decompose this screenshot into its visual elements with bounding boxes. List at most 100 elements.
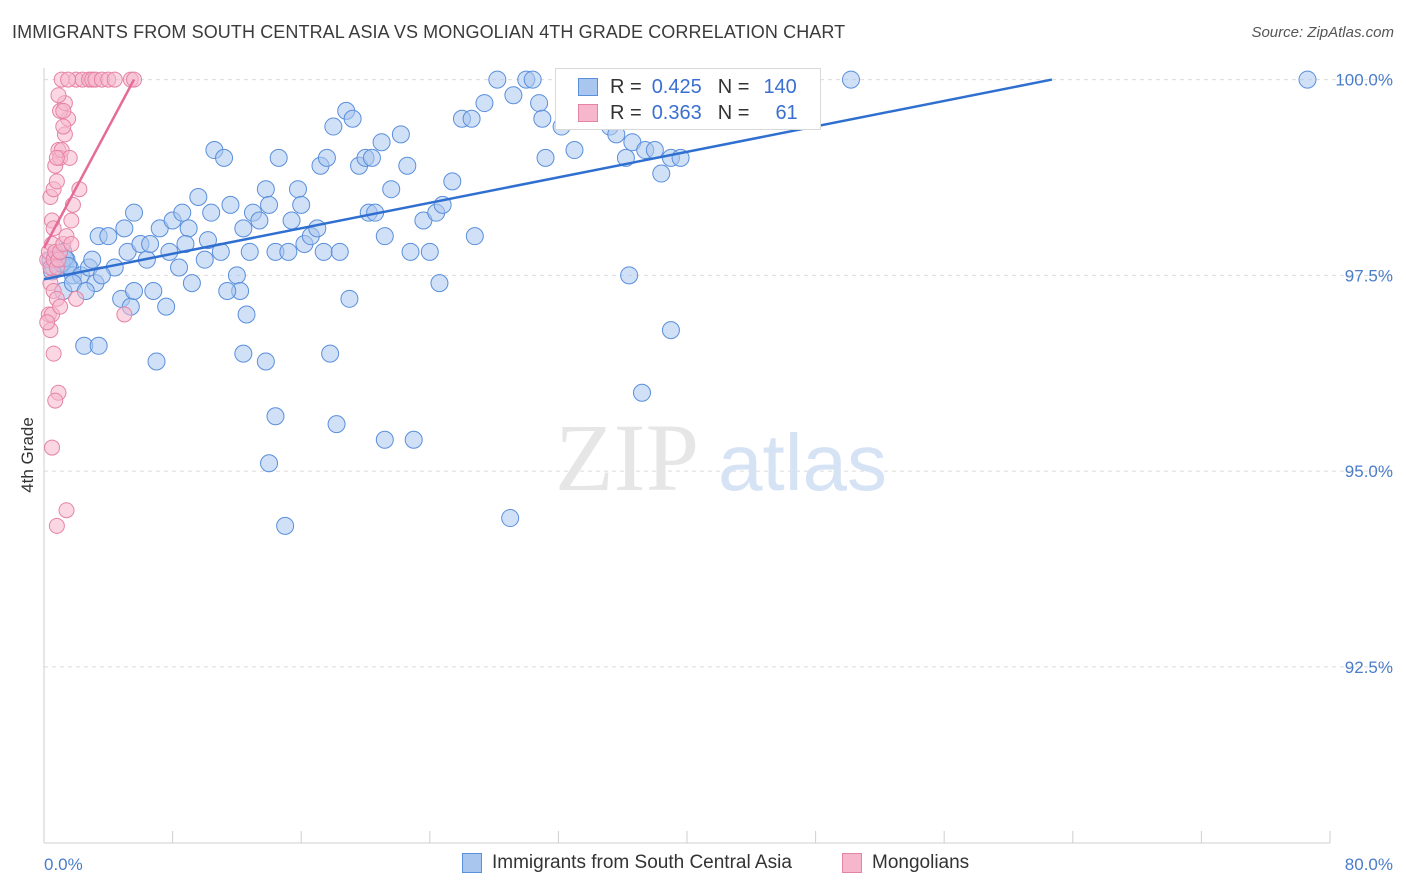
- data-point-blue: [279, 242, 298, 261]
- data-point-pink: [55, 102, 72, 119]
- watermark-zip: ZIP: [555, 404, 699, 511]
- data-point-blue: [215, 148, 234, 167]
- data-point-blue: [234, 219, 253, 238]
- source-credit: Source: ZipAtlas.com: [1251, 24, 1394, 41]
- y-tick-labels: 92.5% 95.0% 97.5% 100.0%: [1335, 71, 1393, 677]
- data-point-blue: [1298, 70, 1317, 89]
- data-point-blue: [256, 180, 275, 199]
- data-point-blue: [269, 148, 288, 167]
- data-point-blue: [324, 117, 343, 136]
- data-point-pink: [50, 87, 67, 104]
- data-point-blue: [465, 227, 484, 246]
- data-point-pink: [47, 392, 64, 409]
- stats-legend: R = 0.425 N = 140 R = 0.363 N = 61: [555, 68, 821, 130]
- data-point-blue: [841, 70, 860, 89]
- data-point-blue: [661, 321, 680, 340]
- data-point-pink: [68, 290, 85, 307]
- legend-n-value: 61: [775, 101, 798, 124]
- data-point-blue: [179, 219, 198, 238]
- legend-swatch-blue: [578, 78, 598, 96]
- series-mongolians-points: [39, 71, 143, 534]
- data-point-pink: [58, 502, 75, 519]
- data-point-blue: [89, 336, 108, 355]
- data-point-blue: [147, 352, 166, 371]
- bottom-legend-swatch-pink: [842, 853, 862, 873]
- trend-line-blue: [43, 78, 1053, 281]
- data-point-blue: [404, 430, 423, 449]
- data-point-blue: [372, 133, 391, 152]
- legend-swatch-pink: [578, 104, 598, 122]
- y-tick-label: 100.0%: [1335, 71, 1393, 90]
- data-point-blue: [327, 415, 346, 434]
- data-point-pink: [116, 306, 133, 323]
- data-point-blue: [462, 109, 481, 128]
- data-point-blue: [227, 266, 246, 285]
- data-point-blue: [198, 231, 217, 250]
- data-point-blue: [240, 242, 259, 261]
- data-point-blue: [276, 516, 295, 535]
- data-point-blue: [195, 250, 214, 269]
- data-point-blue: [202, 203, 221, 222]
- data-point-blue: [176, 235, 195, 254]
- data-point-blue: [292, 195, 311, 214]
- data-point-pink: [45, 345, 62, 362]
- data-point-blue: [321, 344, 340, 363]
- data-point-blue: [375, 227, 394, 246]
- data-point-blue: [250, 211, 269, 230]
- bottom-legend-swatch-blue: [462, 853, 482, 873]
- legend-row-mongolians: R = 0.363 N = 61: [578, 100, 798, 126]
- x-tick-label: 80.0%: [1345, 855, 1393, 874]
- data-point-blue: [157, 297, 176, 316]
- watermark-atlas: atlas: [718, 418, 887, 507]
- data-point-blue: [234, 344, 253, 363]
- data-point-blue: [83, 250, 102, 269]
- zipatlas-watermark: ZIP atlas: [555, 404, 887, 511]
- data-point-blue: [530, 94, 549, 113]
- data-point-blue: [182, 274, 201, 293]
- data-point-pink: [48, 149, 65, 166]
- y-tick-label: 95.0%: [1345, 462, 1393, 481]
- chart-title: IMMIGRANTS FROM SOUTH CENTRAL ASIA VS MO…: [12, 22, 846, 42]
- data-point-blue: [420, 242, 439, 261]
- legend-n-value: 140: [763, 75, 797, 98]
- y-tick-label: 92.5%: [1345, 658, 1393, 677]
- data-point-pink: [63, 212, 80, 229]
- data-point-blue: [266, 407, 285, 426]
- data-point-blue: [362, 148, 381, 167]
- data-point-blue: [565, 141, 584, 160]
- data-point-blue: [375, 430, 394, 449]
- data-point-pink: [106, 71, 123, 88]
- data-point-blue: [504, 86, 523, 105]
- data-point-blue: [99, 227, 118, 246]
- data-point-blue: [314, 242, 333, 261]
- data-point-pink: [63, 236, 80, 253]
- data-point-blue: [430, 274, 449, 293]
- data-point-pink: [55, 118, 72, 135]
- data-point-pink: [48, 517, 65, 534]
- data-point-blue: [533, 109, 552, 128]
- data-point-blue: [189, 188, 208, 207]
- data-point-blue: [475, 94, 494, 113]
- data-point-pink: [48, 173, 65, 190]
- data-point-blue: [536, 148, 555, 167]
- bottom-legend-mongolians: Mongolians: [842, 852, 969, 874]
- data-point-blue: [398, 156, 417, 175]
- data-point-blue: [170, 258, 189, 277]
- data-point-blue: [282, 211, 301, 230]
- data-point-blue: [330, 242, 349, 261]
- legend-r-label: R =: [610, 75, 642, 98]
- data-point-blue: [141, 235, 160, 254]
- data-point-blue: [237, 305, 256, 324]
- data-point-blue: [288, 180, 307, 199]
- data-point-blue: [221, 195, 240, 214]
- x-tick-labels: 0.0% 80.0%: [44, 855, 1393, 874]
- data-point-blue: [125, 203, 144, 222]
- data-point-blue: [632, 383, 651, 402]
- data-point-pink: [44, 439, 61, 456]
- x-tick-label: 0.0%: [44, 855, 83, 874]
- trend-lines: [42, 78, 1053, 281]
- legend-row-south-central-asia: R = 0.425 N = 140: [578, 74, 797, 100]
- y-axis-label: 4th Grade: [18, 417, 37, 493]
- data-point-blue: [160, 242, 179, 261]
